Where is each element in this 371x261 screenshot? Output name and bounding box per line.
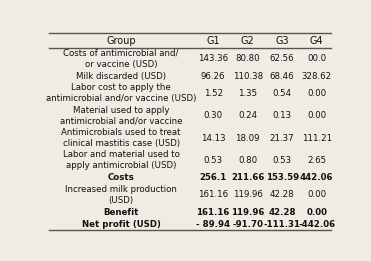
Text: Milk discarded (USD): Milk discarded (USD) [76, 72, 166, 81]
Text: 21.37: 21.37 [270, 134, 295, 143]
Text: 111.21: 111.21 [302, 134, 332, 143]
Text: G2: G2 [241, 35, 255, 46]
Text: 96.26: 96.26 [201, 72, 226, 81]
Text: Labor cost to apply the
antimicrobial and/or vaccine (USD): Labor cost to apply the antimicrobial an… [46, 83, 196, 103]
Text: G3: G3 [275, 35, 289, 46]
Text: 256.1: 256.1 [200, 173, 227, 182]
Text: 0.24: 0.24 [238, 111, 257, 120]
Text: Antimicrobials used to treat
clinical mastitis case (USD): Antimicrobials used to treat clinical ma… [61, 128, 181, 148]
Text: 42.28: 42.28 [268, 207, 296, 217]
Text: 14.13: 14.13 [201, 134, 226, 143]
Text: 161.16: 161.16 [198, 190, 228, 199]
Text: 1.52: 1.52 [204, 89, 223, 98]
Text: Material used to apply
antimicrobial and/or vaccine: Material used to apply antimicrobial and… [60, 106, 183, 126]
Text: 119.96: 119.96 [233, 190, 263, 199]
Text: Increased milk production
(USD): Increased milk production (USD) [65, 185, 177, 205]
Text: 211.66: 211.66 [231, 173, 264, 182]
Text: 0.13: 0.13 [273, 111, 292, 120]
Text: 62.56: 62.56 [270, 55, 295, 63]
Text: 0.30: 0.30 [204, 111, 223, 120]
Text: 0.00: 0.00 [306, 207, 327, 217]
Text: 0.54: 0.54 [273, 89, 292, 98]
Text: Net profit (USD): Net profit (USD) [82, 220, 161, 229]
Text: 18.09: 18.09 [235, 134, 260, 143]
Text: -442.06: -442.06 [298, 220, 335, 229]
Text: - 89.94: - 89.94 [196, 220, 230, 229]
Text: G1: G1 [206, 35, 220, 46]
Text: G4: G4 [310, 35, 324, 46]
Text: Group: Group [106, 35, 136, 46]
Text: 143.36: 143.36 [198, 55, 228, 63]
Text: 119.96: 119.96 [231, 207, 264, 217]
Text: 00.0: 00.0 [307, 55, 326, 63]
Text: 442.06: 442.06 [300, 173, 334, 182]
Text: Costs: Costs [108, 173, 135, 182]
Text: Benefit: Benefit [104, 207, 139, 217]
Text: 1.35: 1.35 [238, 89, 257, 98]
Text: Costs of antimicrobial and/
or vaccine (USD): Costs of antimicrobial and/ or vaccine (… [63, 49, 179, 69]
Text: 328.62: 328.62 [302, 72, 332, 81]
Text: -91.70: -91.70 [232, 220, 263, 229]
Text: 110.38: 110.38 [233, 72, 263, 81]
Text: 42.28: 42.28 [270, 190, 295, 199]
Text: 153.59: 153.59 [266, 173, 299, 182]
Text: 0.00: 0.00 [307, 190, 326, 199]
Text: 0.53: 0.53 [204, 156, 223, 165]
Text: 0.53: 0.53 [273, 156, 292, 165]
Text: 0.00: 0.00 [307, 111, 326, 120]
Text: -111.31: -111.31 [264, 220, 301, 229]
Text: 0.80: 0.80 [238, 156, 257, 165]
Text: 68.46: 68.46 [270, 72, 295, 81]
Text: 2.65: 2.65 [307, 156, 326, 165]
Text: 80.80: 80.80 [235, 55, 260, 63]
Text: 0.00: 0.00 [307, 89, 326, 98]
Text: 161.16: 161.16 [197, 207, 230, 217]
Text: Labor and material used to
apply antimicrobial (USD): Labor and material used to apply antimic… [63, 150, 180, 170]
